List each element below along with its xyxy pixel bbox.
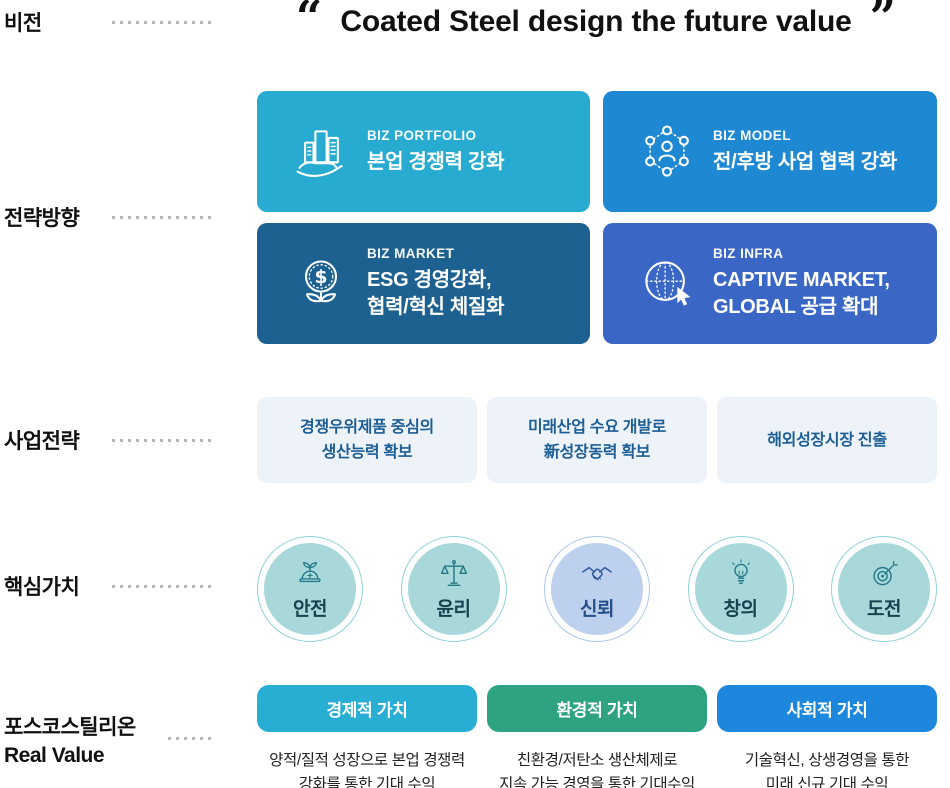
strategy-card-biz-model: BIZ MODEL 전/후방 사업 협력 강화 xyxy=(603,91,937,212)
strategy-card-text: BIZ INFRA CAPTIVE MARKET, GLOBAL 공급 확대 xyxy=(713,246,890,321)
strategy-card-text: BIZ MODEL 전/후방 사업 협력 강화 xyxy=(713,128,897,176)
real-value-economic: 경제적 가치 양적/질적 성장으로 본업 경쟁력 강화를 통한 기대 수익 xyxy=(257,685,477,788)
strategy-card-title: 전/후방 사업 협력 강화 xyxy=(713,150,897,173)
strategy-card-tag: BIZ MARKET xyxy=(367,246,455,261)
network-people-icon xyxy=(637,122,697,182)
strategy-card-text: BIZ MARKET ESG 경영강화, 협력/혁신 체질화 xyxy=(367,246,505,321)
strategy-card-biz-portfolio: BIZ PORTFOLIO 본업 경쟁력 강화 xyxy=(257,91,590,212)
rail-label-business-strategy: 사업전략 xyxy=(4,430,80,453)
buildings-in-hand-icon xyxy=(291,122,351,182)
real-value-desc-economic: 양적/질적 성장으로 본업 경쟁력 강화를 통한 기대 수익 xyxy=(269,752,465,788)
strategy-card-grid: BIZ PORTFOLIO 본업 경쟁력 강화 BIZ MODEL xyxy=(257,91,937,344)
core-values-row: 안전 윤리 xyxy=(257,536,937,642)
core-value-label: 윤리 xyxy=(436,599,471,620)
rail-label-vision: 비전 xyxy=(4,12,42,35)
value-ring: 안전 xyxy=(257,536,363,642)
open-quote: “ xyxy=(295,0,323,44)
value-ring: 창의 xyxy=(687,536,794,642)
dollar-plant-icon: $ xyxy=(291,254,351,314)
strategy-card-biz-market: $ BIZ MARKET ESG 경영강화, 협력/혁신 체질화 xyxy=(257,223,590,344)
strategy-card-title: CAPTIVE MARKET, GLOBAL 공급 확대 xyxy=(713,269,890,318)
strategy-card-title: 본업 경쟁력 강화 xyxy=(367,150,505,173)
business-strategy-card-growth: 미래산업 수요 개발로 新성장동력 확보 xyxy=(487,397,707,483)
strategy-card-title: ESG 경영강화, 협력/혁신 체질화 xyxy=(367,269,505,318)
dotted-divider xyxy=(112,216,212,219)
core-value-challenge: 도전 xyxy=(831,536,937,642)
strategy-card-tag: BIZ INFRA xyxy=(713,246,784,261)
real-value-desc-social: 기술혁신, 상생경영을 통한 미래 신규 기대 수익 xyxy=(744,752,910,788)
lightbulb-icon xyxy=(724,557,758,591)
real-value-pill-environmental: 환경적 가치 xyxy=(487,685,707,732)
core-value-ethics: 윤리 xyxy=(400,536,507,642)
value-circle: 윤리 xyxy=(407,543,500,635)
real-value-label-line2: Real Value xyxy=(4,744,105,767)
vision-quote-row: “ Coated Steel design the future value ” xyxy=(250,0,942,44)
value-circle: 신뢰 xyxy=(551,543,643,635)
core-value-label: 도전 xyxy=(867,599,901,620)
strategy-card-text: BIZ PORTFOLIO 본업 경쟁력 강화 xyxy=(367,127,505,176)
value-ring: 도전 xyxy=(831,536,937,642)
real-value-row: 경제적 가치 양적/질적 성장으로 본업 경쟁력 강화를 통한 기대 수익 환경… xyxy=(257,685,937,788)
business-strategy-card-production: 경쟁우위제품 중심의 생산능력 확보 xyxy=(257,397,477,483)
handshake-icon xyxy=(580,557,614,591)
safety-helmet-icon xyxy=(293,557,327,591)
scales-icon xyxy=(437,557,471,591)
core-value-trust: 신뢰 xyxy=(544,536,650,642)
value-circle: 도전 xyxy=(838,543,930,635)
value-ring: 신뢰 xyxy=(544,536,650,642)
rail-label-real-value: 포스코스틸리온 Real Value xyxy=(4,714,136,770)
real-value-environmental: 환경적 가치 친환경/저탄소 생산체제로 지속 가능 경영을 통한 기대수익 xyxy=(487,685,707,788)
svg-text:$: $ xyxy=(314,267,327,288)
page-title: Coated Steel design the future value xyxy=(340,5,852,38)
value-circle: 창의 xyxy=(694,543,787,635)
globe-cursor-icon xyxy=(637,254,697,314)
target-arrow-icon xyxy=(867,557,901,591)
core-value-safety: 안전 xyxy=(257,536,363,642)
close-quote: ” xyxy=(869,0,897,44)
core-value-label: 창의 xyxy=(723,599,758,620)
dotted-divider xyxy=(112,585,212,588)
strategy-card-tag: BIZ PORTFOLIO xyxy=(367,127,477,143)
real-value-pill-social: 사회적 가치 xyxy=(717,685,937,732)
real-value-social: 사회적 가치 기술혁신, 상생경영을 통한 미래 신규 기대 수익 xyxy=(717,685,937,788)
value-ring: 윤리 xyxy=(400,536,507,642)
real-value-label-line1: 포스코스틸리온 xyxy=(4,716,136,739)
real-value-desc-environmental: 친환경/저탄소 생산체제로 지속 가능 경영을 통한 기대수익 xyxy=(499,752,695,788)
dotted-divider xyxy=(112,21,212,24)
business-strategy-card-overseas: 해외성장시장 진출 xyxy=(717,397,937,483)
real-value-pill-economic: 경제적 가치 xyxy=(257,685,477,732)
core-value-label: 신뢰 xyxy=(580,599,614,620)
value-circle: 안전 xyxy=(264,543,356,635)
dotted-divider xyxy=(112,439,212,442)
strategy-card-biz-infra: BIZ INFRA CAPTIVE MARKET, GLOBAL 공급 확대 xyxy=(603,223,937,344)
business-strategy-row: 경쟁우위제품 중심의 생산능력 확보 미래산업 수요 개발로 新성장동력 확보 … xyxy=(257,397,937,483)
core-value-creativity: 창의 xyxy=(687,536,794,642)
dotted-divider xyxy=(168,737,214,740)
rail-label-strategy: 전략방향 xyxy=(4,207,80,230)
rail-label-core-values: 핵심가치 xyxy=(4,576,80,599)
strategy-card-tag: BIZ MODEL xyxy=(713,127,791,143)
core-value-label: 안전 xyxy=(293,599,327,620)
